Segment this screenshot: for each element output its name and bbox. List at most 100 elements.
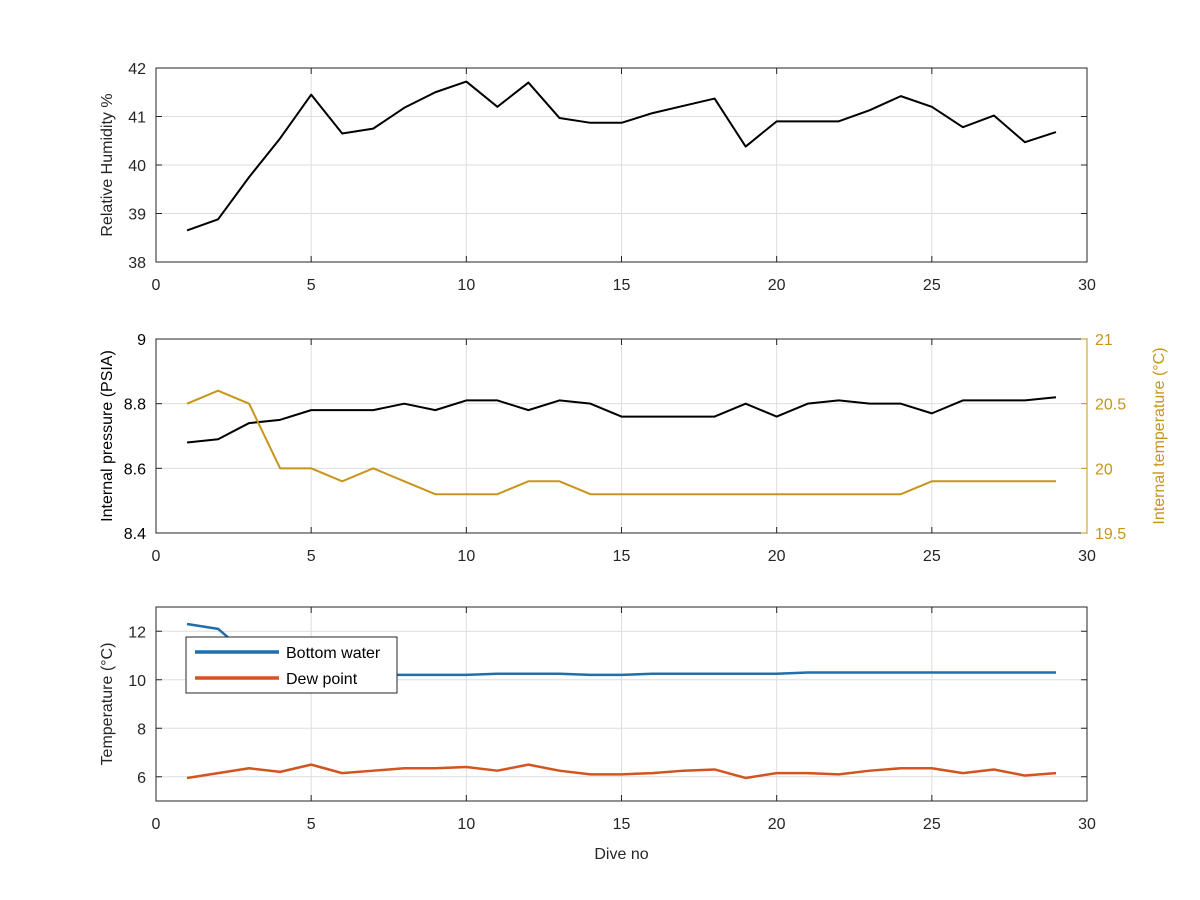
dew-point-data-point [838, 773, 840, 775]
humidity-data-point [776, 120, 778, 122]
humidity-data-point [434, 91, 436, 93]
humidity-xtick-label: 30 [1078, 277, 1096, 294]
dew-point-data-point [558, 770, 560, 772]
dew-point-data-point [714, 768, 716, 770]
bottom-water-data-point [993, 671, 995, 673]
humidity-ytick-label: 38 [128, 255, 146, 272]
dew-point-data-point [186, 777, 188, 779]
humidity-data-point [962, 126, 964, 128]
dew-point-data-point [776, 772, 778, 774]
pressure-data-point [1024, 399, 1026, 401]
internal-temperature-data-point [1024, 480, 1026, 482]
right-ytick-label: 20 [1095, 461, 1113, 478]
pressure-data-point [434, 409, 436, 411]
pressure-ytick-label: 9 [137, 332, 146, 349]
internal-temperature-data-point [341, 480, 343, 482]
bottom-water-data-point [186, 623, 188, 625]
temperature-xtick-label: 10 [457, 816, 475, 833]
bottom-water-data-point [900, 671, 902, 673]
internal-temperature-data-point [465, 493, 467, 495]
temperature-xtick-label: 25 [923, 816, 941, 833]
humidity-data-point [1024, 141, 1026, 143]
temperature-xtick-label: 0 [152, 816, 161, 833]
humidity-ytick-label: 42 [128, 61, 146, 78]
humidity-data-point [248, 176, 250, 178]
pressure-ylabel: Internal pressure (PSIA) [99, 350, 116, 522]
humidity-xtick-label: 25 [923, 277, 941, 294]
humidity-data-point [341, 132, 343, 134]
pressure-data-point [621, 416, 623, 418]
pressure-xtick-label: 15 [613, 548, 631, 565]
pressure-data-point [496, 399, 498, 401]
dew-point-data-point [1024, 775, 1026, 777]
temperature-panel: 0 5 10 15 20 25 30 6 8 10 12 Temperature (°C) Dive… [99, 606, 1096, 863]
bottom-water-data-point [931, 671, 933, 673]
humidity-xtick-label: 5 [307, 277, 316, 294]
humidity-data-point [621, 122, 623, 124]
bottom-water-data-point [403, 674, 405, 676]
pressure-xtick-label: 20 [768, 548, 786, 565]
pressure-data-point [1055, 396, 1057, 398]
internal-temperature-data-point [403, 480, 405, 482]
dew-point-data-point [465, 766, 467, 768]
humidity-ytick-label: 40 [128, 158, 146, 175]
humidity-xtick-label: 15 [613, 277, 631, 294]
bottom-water-data-point [714, 673, 716, 675]
bottom-water-data-point [869, 671, 871, 673]
humidity-data-point [558, 117, 560, 119]
humidity-data-point [217, 218, 219, 220]
pressure-data-point [962, 399, 964, 401]
humidity-data-point [807, 120, 809, 122]
pressure-temperature-panel: 0 5 10 15 20 25 30 8.4 8.6 8.8 9 19.5 20 20.5 21 Inter… [99, 332, 1168, 565]
internal-temperature-data-point [683, 493, 685, 495]
dew-point-data-point [931, 767, 933, 769]
pressure-data-point [745, 403, 747, 405]
bottom-water-data-point [807, 671, 809, 673]
pressure-data-point [589, 403, 591, 405]
internal-temperature-data-point [589, 493, 591, 495]
legend-label-bottom-water: Bottom water [286, 645, 381, 662]
internal-temperature-data-point [621, 493, 623, 495]
pressure-data-point [869, 403, 871, 405]
internal-temperature-data-point [838, 493, 840, 495]
pressure-series-line [186, 396, 1057, 444]
humidity-panel: 0 5 10 15 20 25 30 38 39 40 41 42 Relative Humidity… [99, 61, 1096, 294]
dew-point-data-point [279, 771, 281, 773]
dew-point-data-point [745, 777, 747, 779]
pressure-data-point [838, 399, 840, 401]
internal-temperature-data-point [310, 467, 312, 469]
pressure-data-point [931, 412, 933, 414]
internal-temperature-data-point [186, 403, 188, 405]
bottom-water-data-point [1055, 671, 1057, 673]
humidity-data-point [589, 122, 591, 124]
pressure-data-point [465, 399, 467, 401]
pressure-ytick-label: 8.4 [124, 526, 146, 543]
humidity-xtick-label: 20 [768, 277, 786, 294]
temperature-ytick-label: 10 [128, 673, 146, 690]
humidity-data-point [186, 229, 188, 231]
internal-temperature-data-point [869, 493, 871, 495]
dew-point-data-point [496, 770, 498, 772]
legend-box [185, 636, 398, 694]
bottom-water-data-point [838, 671, 840, 673]
dew-point-data-point [807, 772, 809, 774]
pressure-data-point [186, 441, 188, 443]
internal-temperature-data-point [372, 467, 374, 469]
internal-temperature-data-point [931, 480, 933, 482]
humidity-data-point [838, 120, 840, 122]
pressure-data-point [807, 403, 809, 405]
bottom-water-data-point [1024, 671, 1026, 673]
pressure-xtick-label: 30 [1078, 548, 1096, 565]
bottom-water-data-point [465, 674, 467, 676]
humidity-data-point [993, 115, 995, 117]
bottom-water-data-point [589, 674, 591, 676]
dive-no-xlabel: Dive no [594, 846, 648, 863]
internal-temperature-data-point [776, 493, 778, 495]
pressure-data-point [310, 409, 312, 411]
pressure-data-point [403, 403, 405, 405]
internal-temperature-data-point [962, 480, 964, 482]
dew-point-data-point [900, 767, 902, 769]
humidity-data-point [683, 105, 685, 107]
pressure-ytick-label: 8.8 [124, 397, 146, 414]
